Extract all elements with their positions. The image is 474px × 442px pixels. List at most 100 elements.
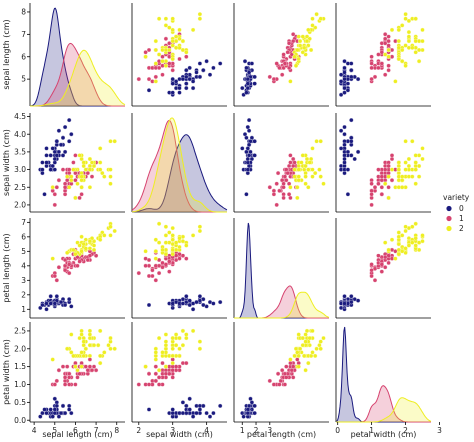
- scatter-point-series-1: [376, 65, 381, 71]
- scatter-point-series-0: [194, 70, 199, 75]
- scatter-point-series-2: [413, 50, 418, 55]
- scatter-point-series-1: [146, 47, 152, 53]
- y-tick-label: 2.5: [14, 183, 26, 192]
- scatter-point-series-2: [303, 181, 308, 186]
- scatter-point-series-2: [306, 185, 311, 190]
- scatter-point-series-0: [54, 139, 59, 144]
- scatter-point-series-0: [184, 403, 189, 409]
- scatter-point-series-0: [246, 142, 252, 147]
- scatter-point-series-2: [173, 45, 179, 50]
- scatter-point-series-1: [369, 54, 374, 59]
- scatter-point-series-0: [38, 305, 43, 311]
- scatter-point-series-2: [87, 335, 93, 341]
- scatter-point-series-1: [386, 34, 391, 39]
- scatter-point-series-2: [69, 178, 74, 183]
- y-axis-label: petal length (cm): [2, 233, 11, 302]
- y-tick-label: 2: [21, 290, 26, 299]
- scatter-point-series-1: [379, 61, 384, 66]
- scatter-point-series-2: [304, 38, 310, 44]
- x-tick-label: 5: [52, 426, 57, 435]
- scatter-point-series-2: [416, 59, 422, 64]
- kde-fill-0: [336, 327, 431, 422]
- scatter-point-series-2: [410, 240, 415, 245]
- scatter-point-series-0: [170, 90, 175, 95]
- scatter-point-series-1: [153, 278, 158, 283]
- kde-line-1: [131, 119, 227, 213]
- scatter-point-series-0: [252, 410, 257, 416]
- y-tick-label: 6: [21, 52, 26, 61]
- scatter-point-series-1: [163, 371, 169, 376]
- scatter-point-series-2: [197, 12, 203, 17]
- kde-fill-1: [234, 286, 329, 318]
- scatter-point-series-0: [56, 414, 62, 419]
- scatter-point-series-1: [67, 375, 72, 380]
- scatter-point-series-0: [349, 117, 354, 123]
- scatter-point-series-0: [67, 117, 72, 123]
- scatter-point-series-0: [69, 410, 74, 416]
- scatter-point-series-2: [296, 163, 301, 169]
- scatter-point-series-0: [170, 81, 175, 86]
- scatter-point-series-0: [218, 299, 223, 305]
- scatter-point-series-1: [60, 364, 66, 369]
- scatter-point-series-2: [303, 174, 308, 179]
- scatter-point-series-1: [281, 185, 286, 190]
- scatter-point-series-1: [379, 269, 384, 274]
- y-tick-label: 4.0: [14, 130, 26, 139]
- scatter-point-series-0: [248, 396, 253, 401]
- scatter-point-series-1: [284, 178, 289, 183]
- scatter-point-series-1: [170, 375, 175, 380]
- scatter-point-series-0: [40, 302, 45, 308]
- kde-line-1: [30, 42, 125, 107]
- scatter-point-series-0: [355, 149, 361, 155]
- scatter-point-series-0: [349, 294, 354, 299]
- scatter-point-series-2: [73, 195, 78, 201]
- scatter-point-series-2: [393, 256, 398, 261]
- scatter-point-series-2: [292, 174, 297, 179]
- scatter-point-series-1: [73, 153, 78, 158]
- scatter-point-series-2: [170, 247, 175, 253]
- scatter-point-series-1: [52, 192, 57, 197]
- scatter-point-series-0: [252, 74, 257, 80]
- scatter-point-series-2: [317, 343, 322, 348]
- scatter-point-series-1: [291, 38, 296, 44]
- scatter-point-series-2: [108, 346, 113, 351]
- scatter-point-series-0: [48, 294, 53, 299]
- scatter-point-series-2: [69, 332, 74, 337]
- scatter-point-series-1: [173, 364, 179, 369]
- scatter-point-series-2: [163, 23, 169, 28]
- scatter-point-series-2: [288, 357, 293, 362]
- scatter-point-series-0: [245, 81, 250, 86]
- scatter-point-series-2: [306, 167, 311, 172]
- scatter-point-series-2: [89, 160, 95, 165]
- scatter-point-series-2: [389, 237, 395, 242]
- scatter-point-series-0: [62, 410, 68, 416]
- scatter-point-series-0: [184, 294, 189, 299]
- scatter-point-series-2: [170, 335, 175, 341]
- scatter-point-series-0: [67, 403, 72, 409]
- scatter-point-series-2: [108, 181, 113, 186]
- scatter-point-series-1: [277, 382, 282, 387]
- scatter-point-series-2: [416, 47, 422, 53]
- scatter-point-series-2: [156, 52, 162, 57]
- scatter-point-series-1: [376, 181, 381, 186]
- scatter-point-series-2: [156, 335, 162, 341]
- scatter-point-series-0: [244, 192, 249, 197]
- x-tick-label: 6: [73, 426, 78, 435]
- scatter-point-series-2: [403, 160, 408, 165]
- scatter-point-series-2: [190, 27, 196, 33]
- scatter-point-series-0: [252, 81, 257, 86]
- scatter-point-series-2: [77, 243, 82, 248]
- x-tick-label: 2: [254, 426, 259, 435]
- scatter-point-series-2: [100, 170, 105, 176]
- scatter-point-series-1: [56, 265, 62, 270]
- scatter-point-series-2: [197, 339, 203, 344]
- scatter-point-series-2: [310, 146, 315, 151]
- scatter-point-series-0: [252, 403, 257, 409]
- scatter-point-series-2: [190, 328, 196, 334]
- scatter-point-series-2: [163, 332, 169, 337]
- scatter-point-series-2: [170, 16, 175, 21]
- scatter-point-series-0: [38, 414, 43, 419]
- scatter-point-series-2: [318, 174, 323, 179]
